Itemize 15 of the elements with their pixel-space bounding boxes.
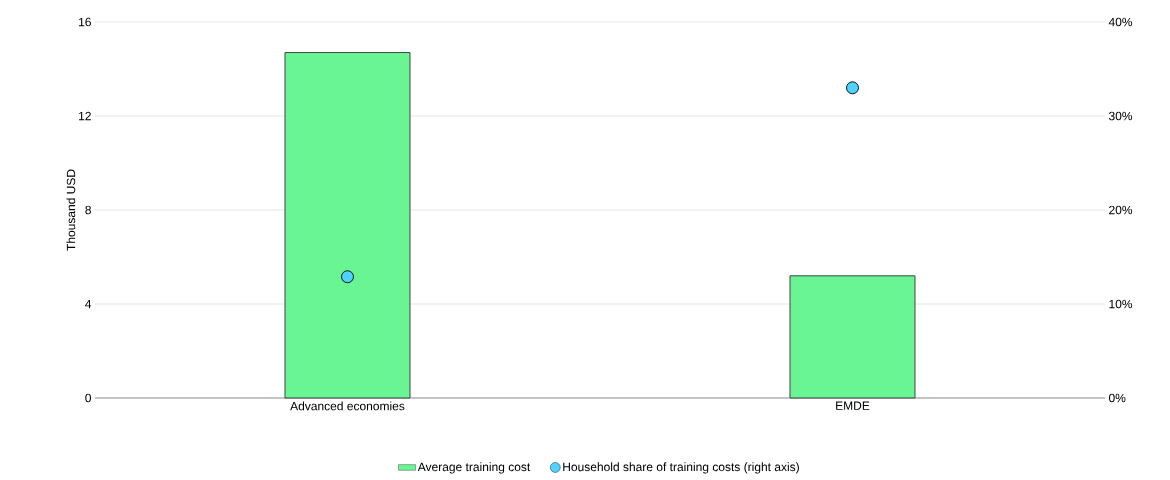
y2-tick-label: 10%: [1109, 299, 1133, 309]
x-tick-label: EMDE: [836, 401, 870, 410]
y-tick-label: 12: [79, 111, 91, 121]
y2-tick-label: 30%: [1108, 111, 1133, 121]
y2-tick-label: 40%: [1108, 17, 1133, 27]
legend-label: Average training cost: [417, 462, 531, 474]
y-tick-label: 0: [85, 393, 92, 403]
y-tick-label: 8: [85, 205, 91, 215]
y2-tick-label: 20%: [1109, 205, 1133, 215]
y-axis-title: Thousand USD: [66, 169, 76, 251]
legend-label: Household share of training costs (right axis): [563, 462, 799, 474]
y-tick-label: 4: [85, 299, 92, 309]
y2-tick-label: 0%: [1108, 393, 1126, 403]
y-tick-label: 16: [79, 17, 91, 27]
x-tick-label: Advanced economies: [290, 401, 405, 411]
